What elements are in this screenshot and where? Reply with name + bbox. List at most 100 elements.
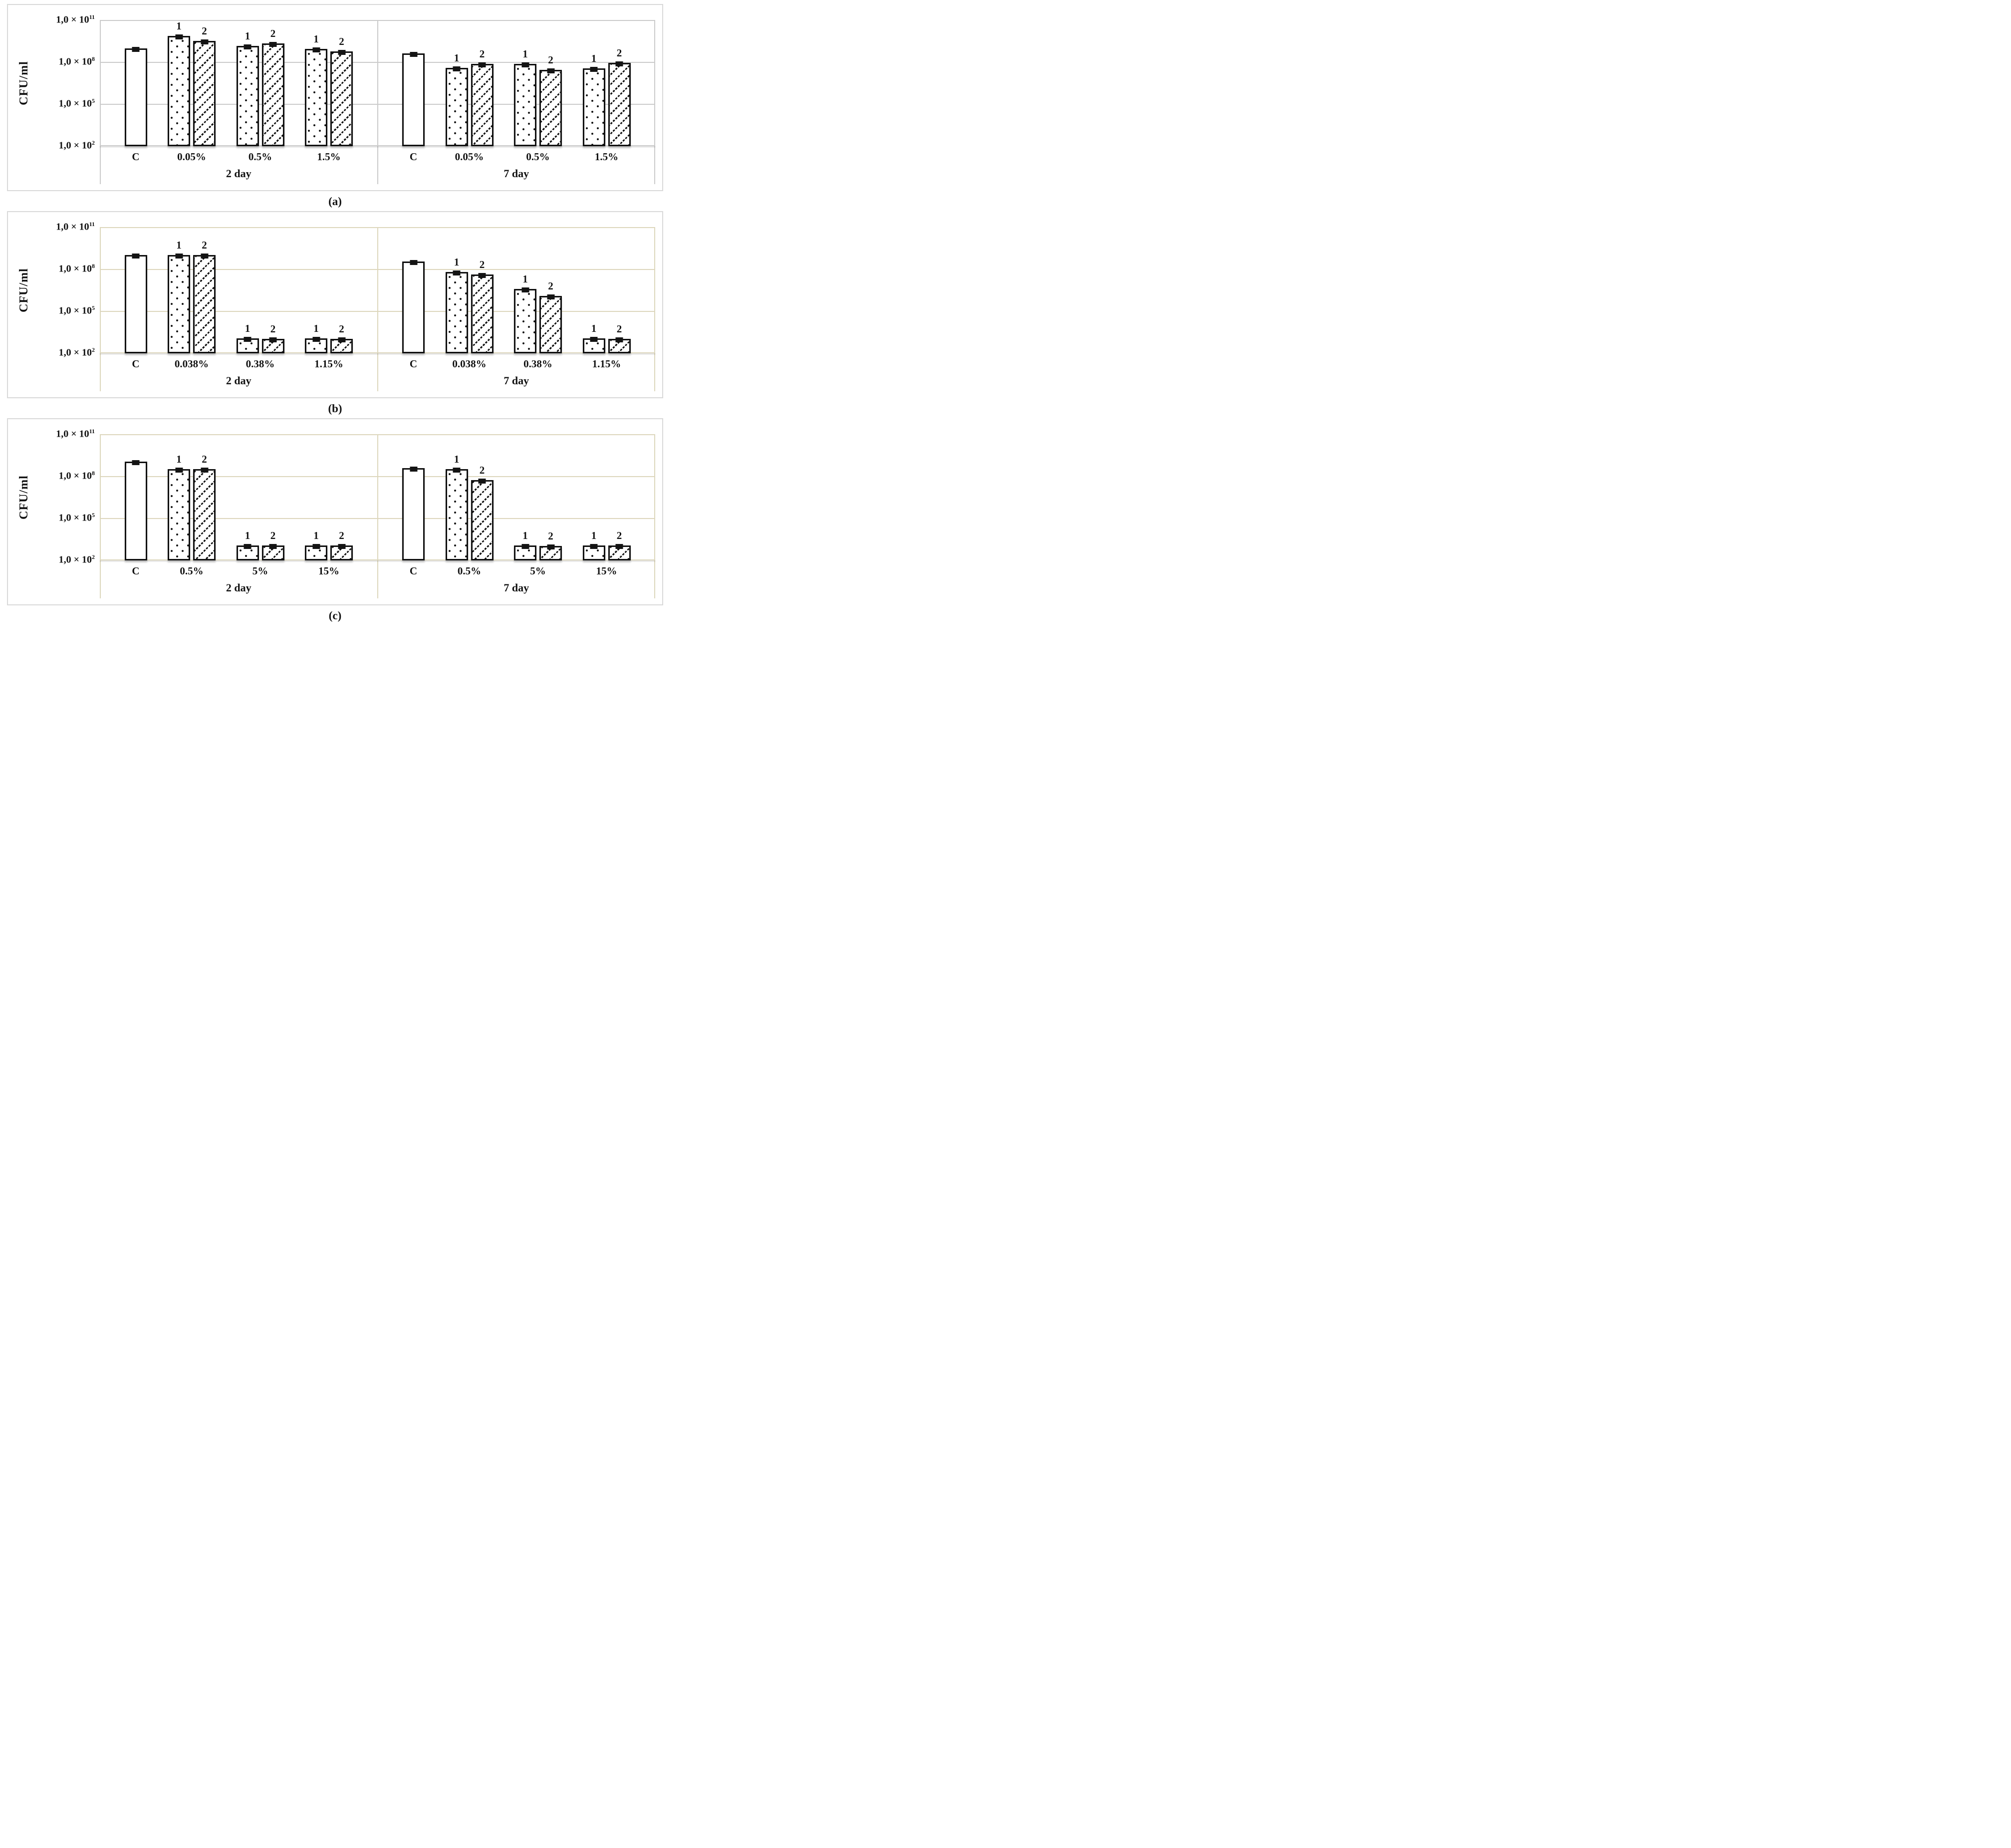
bar-series-number: 1 — [245, 322, 251, 334]
category-label: 1.15% — [592, 357, 621, 370]
bar: 1 — [236, 323, 259, 353]
panel-caption-b: (b) — [328, 402, 342, 415]
gridline — [100, 62, 655, 63]
x-axis-labels: C 0.038% 0.38% 1.15% C 0.038% 0.38% 1.15% 2 day 7… — [100, 353, 655, 391]
y-tick-label: 1,0 × 105 — [59, 512, 95, 523]
gridline — [100, 20, 655, 21]
bar: 1 — [168, 21, 190, 146]
bar-series-number: 2 — [548, 530, 553, 542]
y-tick-exponent: 5 — [92, 97, 95, 105]
bar: 1 — [445, 53, 468, 146]
error-bar-marker — [174, 254, 184, 259]
error-bar-marker — [174, 468, 184, 473]
bar-series-number: 2 — [616, 47, 622, 59]
y-tick-exponent: 2 — [92, 346, 95, 354]
error-bar-marker — [520, 287, 530, 292]
gridline — [100, 311, 655, 312]
day-label-row: 2 day 7 day — [100, 167, 655, 184]
bar-series-number: 1 — [176, 239, 182, 251]
error-bar-marker — [199, 39, 210, 44]
chart-row: CFU/ml 1,0 × 1011 1,0 × 108 1,0 × 105 1,0 ×… — [11, 14, 655, 151]
bar-series-number: 1 — [313, 322, 319, 334]
error-bar-marker — [520, 544, 530, 549]
bar-series-number: 2 — [202, 453, 207, 465]
x-axis-spacer — [11, 353, 100, 391]
category-label-row: C 0.5% 5% 15% C 0.5% 5% 15% — [100, 560, 655, 581]
bar-series-number: 1 — [522, 273, 528, 285]
x-axis: C 0.038% 0.38% 1.15% C 0.038% 0.38% 1.15% 2 day 7… — [11, 353, 655, 391]
y-tick-base: 1,0 × 10 — [58, 263, 92, 274]
gridline — [100, 269, 655, 270]
error-bar-marker — [336, 544, 347, 549]
bar: 2 — [193, 26, 216, 146]
y-axis-title: CFU/ml — [11, 20, 37, 146]
y-axis-title-text: CFU/ml — [17, 267, 30, 312]
y-tick-exponent: 2 — [92, 139, 95, 147]
label-separator-middle — [377, 146, 378, 184]
y-tick-base: 1,0 × 10 — [58, 554, 92, 565]
category-label-group: C 0.5% 5% 15% — [100, 565, 378, 577]
error-bar-marker — [336, 337, 347, 342]
label-separator-right — [654, 560, 655, 598]
bar: 2 — [193, 454, 216, 560]
label-separator-left — [100, 353, 101, 391]
bar-series-number: 2 — [339, 323, 344, 335]
bar: 1 — [305, 34, 327, 146]
bar-series-number: 2 — [270, 323, 276, 335]
chart-row: CFU/ml 1,0 × 1011 1,0 × 108 1,0 × 105 1,0 ×… — [11, 428, 655, 565]
category-bars — [124, 254, 147, 353]
y-tick-base: 1,0 × 10 — [58, 56, 92, 67]
y-axis-title-text: CFU/ml — [17, 60, 30, 105]
bar: 2 — [608, 324, 631, 353]
bar — [124, 460, 147, 560]
day-label-row: 2 day 7 day — [100, 581, 655, 598]
bar-series-number: 2 — [479, 48, 485, 60]
bar: 1 — [514, 530, 536, 560]
error-bar-marker — [242, 544, 253, 549]
error-bar-marker — [588, 544, 599, 549]
category-label: 15% — [318, 564, 339, 577]
x-axis-baseline — [100, 352, 655, 353]
gridline — [100, 104, 655, 105]
y-tick-base: 1,0 × 10 — [56, 221, 89, 233]
error-bar-marker — [199, 254, 210, 259]
gridline — [100, 518, 655, 519]
y-tick-exponent: 11 — [89, 221, 95, 228]
error-bar-marker — [477, 479, 488, 484]
x-axis-baseline — [100, 559, 655, 560]
gridline — [100, 476, 655, 477]
y-tick-exponent: 2 — [92, 553, 95, 561]
bar-series-number: 1 — [245, 529, 251, 541]
bar: 2 — [539, 281, 562, 353]
bar-series-number: 1 — [454, 256, 460, 268]
bar-series-number: 1 — [591, 52, 597, 64]
error-bar-marker — [199, 468, 210, 473]
x-axis-spacer — [11, 146, 100, 184]
x-axis: C 0.5% 5% 15% C 0.5% 5% 15% 2 day 7 day — [11, 560, 655, 598]
category-label: 0.38% — [246, 357, 275, 370]
error-bar-marker — [588, 67, 599, 72]
bar-series-number: 1 — [454, 52, 460, 64]
category-label: 0.38% — [523, 357, 552, 370]
error-bar-marker — [408, 260, 419, 265]
error-bar-marker — [545, 68, 556, 73]
y-axis-line — [100, 20, 101, 146]
y-tick-base: 1,0 × 10 — [56, 14, 89, 25]
error-bar-marker — [451, 66, 462, 71]
day-label: 7 day — [503, 167, 529, 180]
y-tick-label: 1,0 × 102 — [59, 140, 95, 151]
bar-series-number: 2 — [202, 25, 207, 37]
bar: 1 — [305, 530, 327, 560]
bar-series-number: 1 — [313, 33, 319, 45]
